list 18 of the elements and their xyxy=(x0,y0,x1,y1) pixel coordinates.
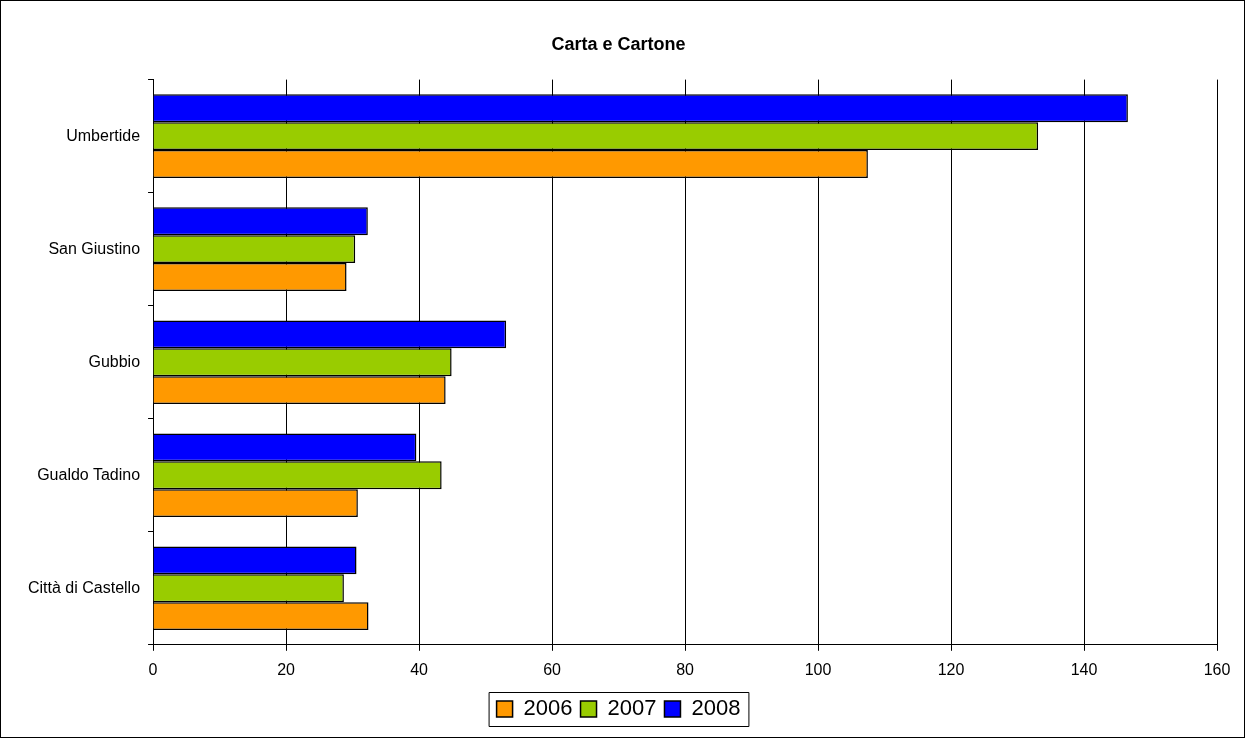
x-tick-label: 80 xyxy=(676,660,695,678)
x-tick-label: 120 xyxy=(937,660,965,678)
x-tick-label: 20 xyxy=(277,660,296,678)
y-tick-label: Gubbio xyxy=(88,352,141,370)
x-tick-label: 40 xyxy=(410,660,429,678)
x-tick-label: 100 xyxy=(804,660,832,678)
y-tick-label: Umbertide xyxy=(66,126,141,144)
x-tick-label: 140 xyxy=(1070,660,1098,678)
chart-title: Carta e Cartone xyxy=(551,33,686,54)
x-tick-label: 0 xyxy=(148,660,158,678)
legend-label: 2008 xyxy=(691,695,741,721)
y-tick-label: Gualdo Tadino xyxy=(37,465,141,483)
legend-label: 2006 xyxy=(523,695,573,721)
y-tick-label: Città di Castello xyxy=(28,578,141,596)
y-tick-label: San Giustino xyxy=(48,239,141,257)
x-tick-label: 160 xyxy=(1203,660,1231,678)
legend-label: 2007 xyxy=(607,695,657,721)
x-tick-label: 60 xyxy=(543,660,562,678)
